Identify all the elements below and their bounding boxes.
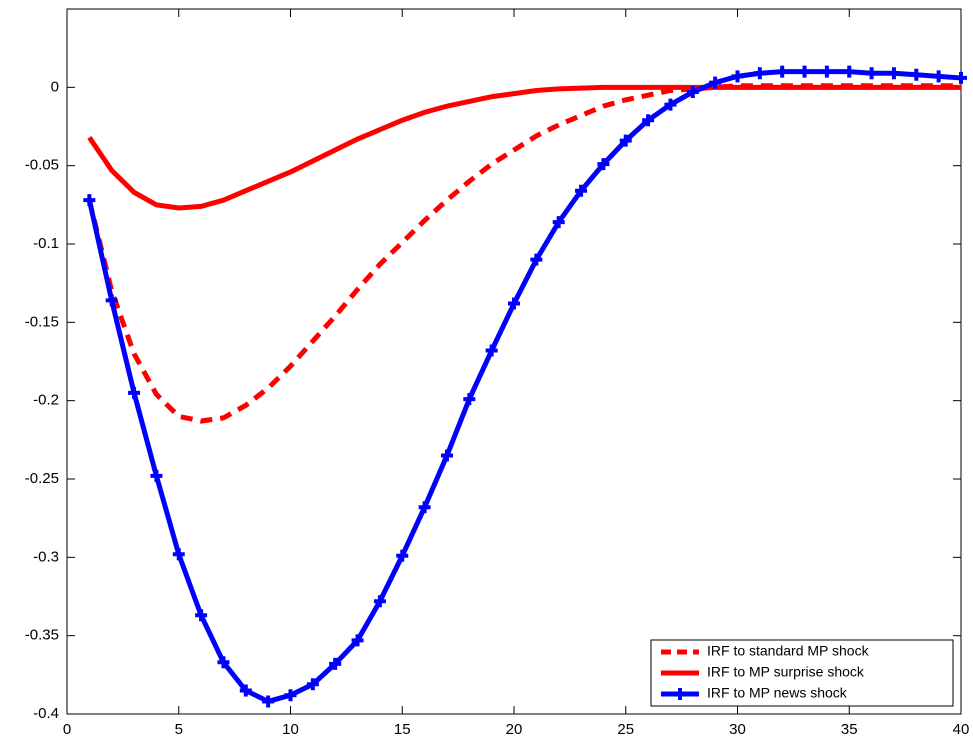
marker xyxy=(150,469,163,482)
x-tick-label: 20 xyxy=(506,721,523,738)
legend: IRF to standard MP shock IRF to MP surpri… xyxy=(650,639,954,707)
marker xyxy=(642,114,655,127)
marker xyxy=(306,678,319,691)
marker xyxy=(910,68,923,81)
marker xyxy=(552,216,565,229)
legend-label: IRF to MP news shock xyxy=(707,685,848,701)
legend-marker xyxy=(674,688,686,700)
x-tick-label: 40 xyxy=(953,721,970,738)
marker xyxy=(731,70,744,83)
x-tick-label: 10 xyxy=(282,721,299,738)
marker xyxy=(820,65,833,78)
series-line xyxy=(86,69,962,705)
marker xyxy=(798,65,811,78)
marker xyxy=(619,134,632,147)
marker xyxy=(217,656,230,669)
x-tick-label: 0 xyxy=(63,721,71,738)
marker xyxy=(128,386,141,399)
marker xyxy=(373,595,386,608)
marker xyxy=(508,297,520,310)
x-tick-label: 25 xyxy=(617,721,634,738)
series-line xyxy=(87,84,961,211)
y-tick-label: -0.25 xyxy=(25,470,59,487)
x-tick-label: 35 xyxy=(841,721,858,738)
y-tick-label: -0.15 xyxy=(25,313,59,330)
marker xyxy=(575,184,588,197)
marker xyxy=(351,634,364,647)
marker xyxy=(440,449,453,462)
y-tick-label: -0.2 xyxy=(33,392,59,409)
marker xyxy=(664,98,677,111)
marker xyxy=(485,344,498,357)
x-tick-label: 15 xyxy=(394,721,411,738)
marker xyxy=(239,684,252,697)
marker xyxy=(887,67,900,80)
marker xyxy=(195,609,208,622)
marker xyxy=(418,501,431,514)
marker xyxy=(172,548,185,561)
legend-label: IRF to standard MP shock xyxy=(707,643,870,659)
marker xyxy=(396,549,409,562)
marker xyxy=(105,294,118,307)
y-tick-label: -0.4 xyxy=(33,705,59,722)
marker xyxy=(932,70,945,83)
marker xyxy=(955,71,967,84)
marker xyxy=(776,65,789,78)
marker xyxy=(597,158,610,171)
y-tick-label: -0.3 xyxy=(33,548,59,565)
legend-box xyxy=(650,639,954,707)
marker xyxy=(686,86,699,99)
x-tick-label: 5 xyxy=(175,721,183,738)
marker xyxy=(865,67,878,80)
marker xyxy=(262,695,275,708)
marker xyxy=(753,67,766,80)
marker xyxy=(329,657,342,670)
marker xyxy=(83,194,96,207)
plot-area xyxy=(66,8,962,715)
marker xyxy=(463,393,476,406)
y-tick-label: -0.35 xyxy=(25,627,59,644)
marker xyxy=(530,253,543,266)
y-tick-label: -0.1 xyxy=(33,235,59,252)
marker xyxy=(709,76,722,89)
y-tick-label: 0 xyxy=(51,78,59,95)
marker xyxy=(284,689,297,702)
x-tick-label: 30 xyxy=(729,721,746,738)
y-tick-label: -0.05 xyxy=(25,157,59,174)
marker xyxy=(843,65,856,78)
legend-label: IRF to MP surprise shock xyxy=(707,664,865,680)
